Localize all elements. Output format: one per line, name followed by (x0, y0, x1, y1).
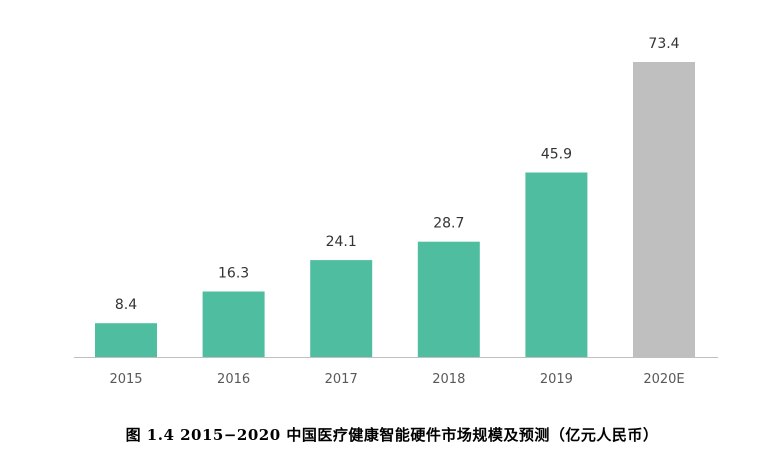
x-tick-label-2017: 2017 (325, 372, 358, 387)
data-label-2017: 24.1 (326, 234, 357, 250)
bar-2016 (202, 291, 265, 357)
bar-2015 (95, 323, 157, 357)
x-tick-label-2016: 2016 (217, 372, 250, 387)
x-tick-label-2015: 2015 (109, 372, 142, 387)
bar-2020e (633, 62, 695, 357)
data-label-2019: 45.9 (541, 147, 572, 163)
x-tick-label-2018: 2018 (432, 372, 465, 387)
bar-2017 (310, 260, 373, 357)
chart-plot-area: 8.4 2015 16.3 2016 24.1 2017 28.7 2018 45.9 2019 7… (74, 36, 718, 387)
x-tick-label-2020e: 2020E (643, 372, 684, 387)
bar-2018 (417, 241, 480, 357)
x-tick-label-2019: 2019 (540, 372, 573, 387)
data-label-2018: 28.7 (433, 216, 464, 232)
data-label-2016: 16.3 (218, 266, 249, 282)
figure-caption: 图 1.4 2015−2020 中国医疗健康智能硬件市场规模及预测（亿元人民币） (125, 426, 659, 444)
data-label-2020e: 73.4 (648, 36, 679, 52)
bar-2019 (525, 172, 588, 357)
data-label-2015: 8.4 (115, 297, 137, 313)
